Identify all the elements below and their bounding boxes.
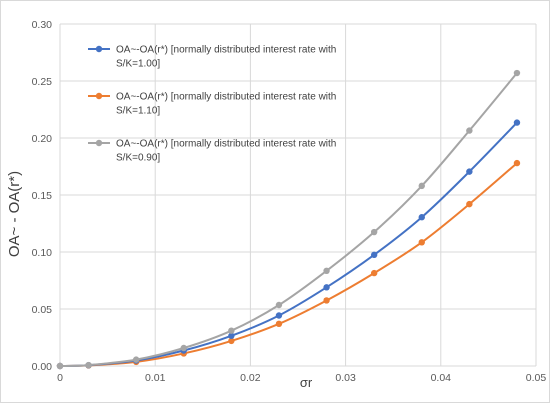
legend-point-marker	[95, 45, 103, 53]
data-point	[323, 284, 330, 291]
series-layer	[56, 69, 521, 370]
data-point	[228, 332, 235, 339]
data-point	[228, 337, 235, 345]
data-point	[56, 362, 64, 370]
data-point	[466, 200, 473, 208]
y-tick-label: 0.30	[32, 19, 53, 31]
x-tick-label: 0.04	[431, 372, 452, 384]
data-point	[418, 239, 425, 246]
data-point	[513, 159, 521, 167]
x-tick-label: 0	[57, 372, 63, 384]
legend-label: OA~-OA(r*) [normally distributed interes…	[116, 45, 336, 56]
data-point	[418, 214, 425, 221]
data-point	[418, 182, 425, 190]
data-point	[180, 344, 187, 352]
legend-entry: OA~-OA(r*) [normally distributed interes…	[88, 45, 336, 70]
data-point	[466, 127, 473, 134]
data-point	[323, 267, 330, 275]
y-tick-label: 0.10	[32, 247, 53, 259]
data-point	[228, 327, 235, 334]
x-tick-label: 0.05	[526, 372, 547, 384]
data-point	[466, 168, 473, 175]
data-point	[275, 320, 283, 328]
x-axis-title: σr	[300, 375, 313, 390]
legend: OA~-OA(r*) [normally distributed interes…	[88, 45, 336, 164]
x-tick-label: 0.03	[335, 372, 356, 384]
y-tick-label: 0.20	[32, 133, 53, 145]
legend-entry: OA~-OA(r*) [normally distributed interes…	[88, 92, 336, 117]
data-point	[132, 356, 140, 363]
y-tick-label: 0.00	[32, 361, 53, 373]
y-tick-label: 0.05	[32, 304, 53, 316]
y-tick-label: 0.25	[32, 76, 53, 88]
data-point	[275, 312, 283, 319]
data-point	[85, 361, 92, 369]
data-point	[513, 119, 521, 126]
y-axis-title: OA~ - OA(r*)	[6, 171, 23, 257]
x-tick-label: 0.02	[240, 372, 261, 384]
legend-label: OA~-OA(r*) [normally distributed interes…	[116, 139, 336, 150]
legend-label: OA~-OA(r*) [normally distributed interes…	[116, 92, 336, 103]
data-point	[323, 297, 330, 304]
grid	[59, 23, 537, 367]
legend-label: S/K=1.00]	[116, 59, 160, 70]
tick-labels: 0.00 0.05 0.10 0.15 0.20 0.25 0.30 0 0.01 0.02 0.0…	[32, 19, 547, 384]
data-point	[513, 69, 521, 77]
data-point	[370, 269, 378, 277]
data-point	[370, 228, 378, 236]
legend-entry: OA~-OA(r*) [normally distributed interes…	[88, 139, 336, 164]
x-tick-label: 0.01	[145, 372, 166, 384]
data-point	[370, 251, 378, 259]
y-tick-label: 0.15	[32, 190, 53, 202]
series-2	[56, 69, 521, 370]
series-line	[59, 72, 518, 367]
data-point	[275, 301, 283, 309]
legend-point-marker	[95, 92, 103, 100]
legend-point-marker	[95, 139, 103, 147]
legend-label: S/K=1.10]	[116, 106, 160, 117]
legend-label: S/K=0.90]	[116, 153, 160, 164]
